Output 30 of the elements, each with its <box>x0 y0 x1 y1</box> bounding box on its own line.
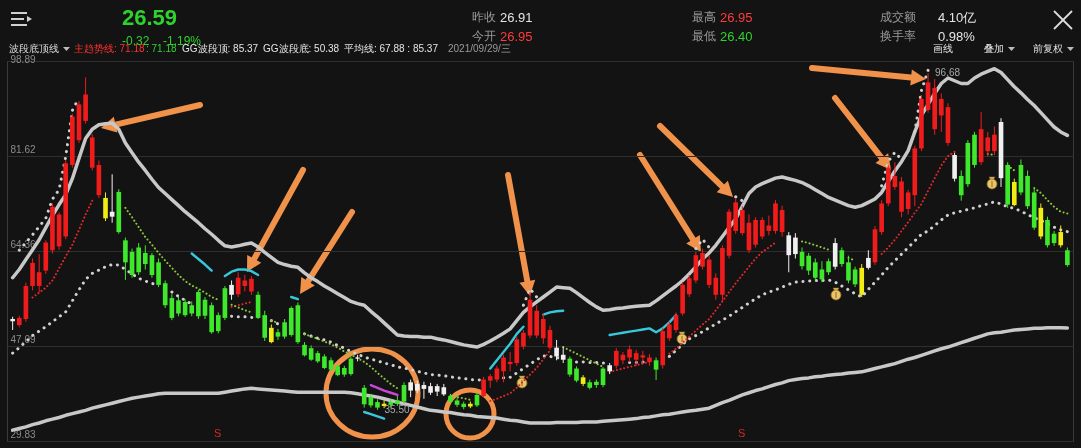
text: 26.95 <box>720 10 753 25</box>
annotation: S <box>738 427 746 439</box>
text: 最高 <box>692 10 716 24</box>
text: 波段底顶线 <box>9 43 59 54</box>
text: 26.40 <box>720 29 753 44</box>
text: GG波段顶: 85.37 <box>182 43 259 54</box>
text: 26.95 <box>500 29 533 44</box>
text: 叠加 <box>984 43 1004 54</box>
text: : 71.18 <box>146 43 177 54</box>
y-tick-label: 29.83 <box>10 428 36 440</box>
text: 前复权 <box>1033 43 1063 54</box>
y-tick-label: 81.62 <box>10 143 36 155</box>
text: 昨收 <box>472 10 496 24</box>
text: GG波段底: 50.38 <box>263 43 340 54</box>
text: 画线 <box>933 43 953 54</box>
text: 最低 <box>692 29 716 43</box>
y-tick-label: 98.89 <box>10 53 36 65</box>
text: 0.98% <box>938 29 975 44</box>
text: 26.91 <box>500 10 533 25</box>
text: 成交额 <box>880 10 916 24</box>
text: 2021/09/29/三 <box>448 43 511 54</box>
annotation: S <box>214 427 222 439</box>
text: 4.10亿 <box>938 10 977 25</box>
text: 26.59 <box>122 5 178 30</box>
annotation: 35.50 <box>384 403 410 415</box>
text: 平均线: 67.88 : 85.37 <box>344 43 438 54</box>
text: 换手率 <box>880 29 916 43</box>
y-tick-label: 47.09 <box>10 333 36 345</box>
annotation: 96.68 <box>935 67 961 79</box>
text: 今开 <box>472 29 496 43</box>
